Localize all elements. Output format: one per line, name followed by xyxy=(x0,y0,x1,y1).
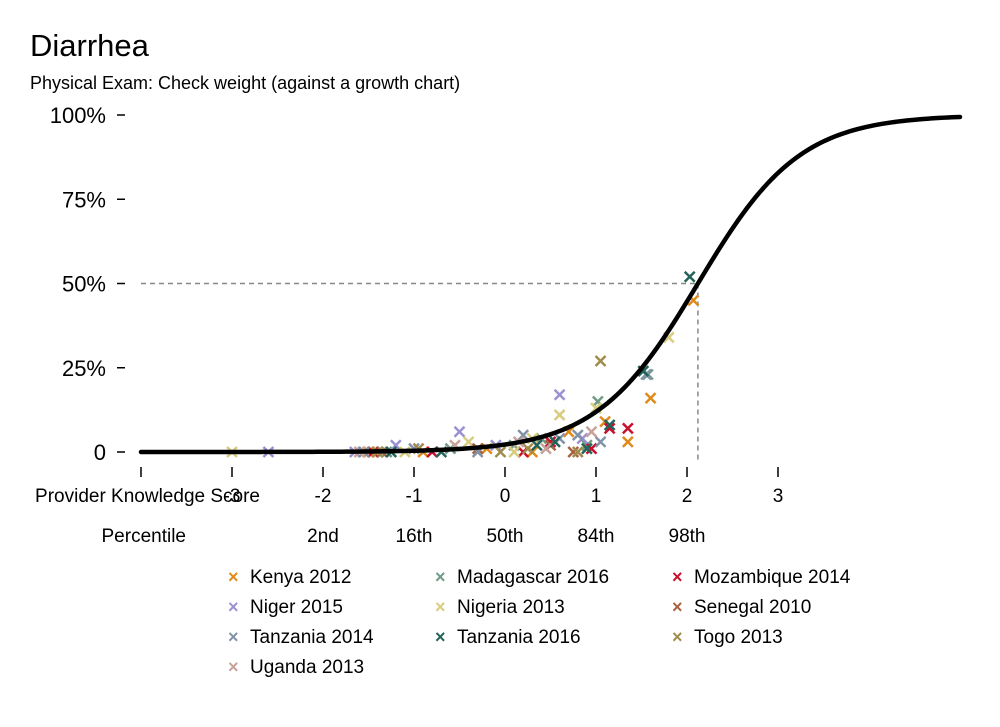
data-point xyxy=(585,425,598,438)
data-point xyxy=(644,392,657,404)
data-point xyxy=(594,355,607,367)
y-tick-label: 75% xyxy=(62,187,106,212)
legend-marker-icon: × xyxy=(672,567,683,587)
data-point xyxy=(453,425,466,438)
legend-label: Mozambique 2014 xyxy=(694,567,851,588)
x-tick-label: 2 xyxy=(682,486,693,507)
data-point xyxy=(462,436,475,448)
legend-label: Uganda 2013 xyxy=(250,657,365,678)
data-point xyxy=(549,436,561,448)
legend-item: × Mozambique 2014 xyxy=(672,567,850,589)
data-point xyxy=(540,442,552,455)
percentile-axis-label: Percentile xyxy=(102,526,187,547)
legend-label: Madagascar 2016 xyxy=(457,567,610,588)
legend-item: × Tanzania 2016 xyxy=(435,627,581,649)
percentile-label: 84th xyxy=(578,526,615,547)
data-point xyxy=(603,422,616,435)
legend-label: Nigeria 2013 xyxy=(457,597,565,618)
legend-item: × Niger 2015 xyxy=(228,597,343,619)
x-tick-label: 0 xyxy=(500,486,511,507)
x-tick-label: -3 xyxy=(224,486,241,507)
y-tick-label: 25% xyxy=(62,356,106,381)
legend-item: × Madagascar 2016 xyxy=(435,567,609,589)
legend-marker-icon: × xyxy=(228,567,239,587)
fitted-curve xyxy=(138,114,963,455)
legend-label: Niger 2015 xyxy=(250,597,343,618)
legend-marker-icon: × xyxy=(672,597,683,617)
data-point xyxy=(508,446,520,458)
percentile-label: 98th xyxy=(669,526,706,547)
legend-label: Tanzania 2016 xyxy=(457,627,581,648)
x-tick-label: 3 xyxy=(773,486,784,507)
data-point xyxy=(603,419,616,431)
data-point xyxy=(683,270,696,283)
x-tick-label: -2 xyxy=(315,486,332,507)
percentile-label: 50th xyxy=(487,526,524,547)
data-point xyxy=(567,446,580,458)
data-point xyxy=(621,436,634,448)
legend-item: × Togo 2013 xyxy=(672,627,783,649)
chart-subtitle: Physical Exam: Check weight (against a g… xyxy=(30,73,461,93)
legend-marker-icon: × xyxy=(435,627,446,647)
legend-marker-icon: × xyxy=(672,627,683,647)
legend-item: × Senegal 2010 xyxy=(672,597,811,619)
legend-marker-icon: × xyxy=(228,597,239,617)
x-tick-label: 1 xyxy=(591,486,602,507)
data-point xyxy=(621,422,634,435)
legend-marker-icon: × xyxy=(228,657,239,677)
x-tick-label: -1 xyxy=(406,486,423,507)
legend-label: Tanzania 2014 xyxy=(250,627,374,648)
data-point xyxy=(389,439,402,452)
y-tick-label: 0 xyxy=(94,440,106,465)
data-point xyxy=(494,446,507,458)
legend-item: × Tanzania 2014 xyxy=(228,627,374,649)
percentile-label: 2nd xyxy=(307,526,339,547)
data-point xyxy=(553,388,566,401)
y-tick-label: 50% xyxy=(62,272,106,297)
data-point xyxy=(581,442,593,455)
data-point xyxy=(553,409,566,421)
data-point xyxy=(594,436,607,448)
x-axis-label: Provider Knowledge Score xyxy=(35,486,260,507)
data-point xyxy=(585,442,598,455)
data-point xyxy=(521,442,534,455)
percentile-label: 16th xyxy=(396,526,433,547)
y-tick-label: 100% xyxy=(50,103,106,128)
data-point xyxy=(530,439,543,452)
legend-label: Senegal 2010 xyxy=(694,597,812,618)
data-point xyxy=(544,436,557,448)
data-point xyxy=(571,429,584,442)
data-point xyxy=(571,446,584,458)
legend-marker-icon: × xyxy=(435,567,446,587)
legend-label: Kenya 2012 xyxy=(250,567,352,588)
legend-item: × Uganda 2013 xyxy=(228,657,364,679)
chart-title: Diarrhea xyxy=(30,28,149,63)
legend-marker-icon: × xyxy=(435,597,446,617)
legend-label: Togo 2013 xyxy=(694,627,783,648)
legend-item: × Nigeria 2013 xyxy=(435,597,565,619)
legend-marker-icon: × xyxy=(228,627,239,647)
legend-item: × Kenya 2012 xyxy=(228,567,351,589)
